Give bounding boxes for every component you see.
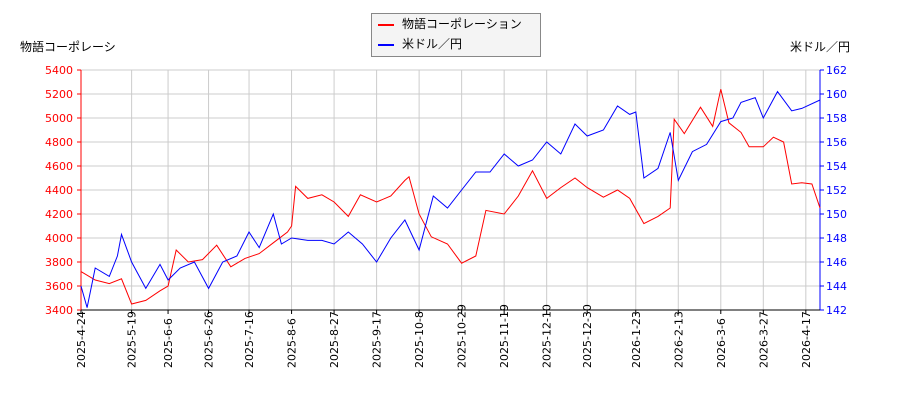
x-tick-label: 2025-11-19	[498, 304, 511, 368]
left-tick-label: 4200	[45, 208, 73, 221]
right-tick-label: 160	[826, 88, 847, 101]
right-tick-label: 152	[826, 184, 847, 197]
x-tick-label: 2025-6-26	[203, 311, 216, 368]
right-tick-label: 144	[826, 280, 847, 293]
left-tick-label: 4800	[45, 136, 73, 149]
x-tick-label: 2025-12-10	[541, 304, 554, 368]
legend-item: 米ドル／円	[372, 34, 540, 54]
series-line	[80, 89, 821, 305]
left-tick-label: 3600	[45, 280, 73, 293]
x-tick-label: 2025-7-16	[243, 311, 256, 368]
right-axis-label: 米ドル／円	[789, 40, 850, 54]
right-tick-label: 148	[826, 232, 847, 245]
x-tick-label: 2026-3-27	[757, 311, 770, 368]
x-tick-label: 2026-4-17	[800, 311, 813, 368]
right-tick-label: 142	[826, 304, 847, 317]
legend-swatch	[378, 23, 394, 26]
left-tick-label: 5200	[45, 88, 73, 101]
x-tick-label: 2025-5-19	[126, 311, 139, 368]
x-tick-label: 2026-3-6	[715, 318, 728, 368]
right-tick-label: 146	[826, 256, 847, 269]
right-tick-label: 158	[826, 112, 847, 125]
x-tick-label: 2025-8-27	[328, 311, 341, 368]
right-tick-label: 156	[826, 136, 847, 149]
x-tick-label: 2025-10-8	[413, 311, 426, 368]
left-tick-label: 3400	[45, 304, 73, 317]
x-tick-label: 2026-1-23	[630, 311, 643, 368]
x-tick-label: 2025-8-6	[286, 318, 299, 368]
x-tick-label: 2025-10-29	[456, 304, 469, 368]
left-axis-label: 物語コーポレーシ	[20, 40, 116, 54]
legend-item: 物語コーポレーション	[372, 14, 540, 34]
right-tick-label: 150	[826, 208, 847, 221]
x-tick-label: 2026-2-13	[672, 311, 685, 368]
x-tick-label: 2025-12-30	[581, 304, 594, 368]
x-tick-label: 2025-9-17	[371, 311, 384, 368]
legend-label: 米ドル／円	[402, 37, 463, 51]
left-tick-label: 5400	[45, 64, 73, 77]
x-tick-label: 2025-4-24	[75, 311, 88, 368]
left-tick-label: 4400	[45, 184, 73, 197]
right-tick-label: 154	[826, 160, 847, 173]
legend-label: 物語コーポレーション	[402, 17, 522, 31]
left-tick-label: 4000	[45, 232, 73, 245]
right-tick-label: 162	[826, 64, 847, 77]
left-tick-label: 4600	[45, 160, 73, 173]
left-tick-label: 3800	[45, 256, 73, 269]
legend: 物語コーポレーション 米ドル／円	[371, 13, 541, 57]
x-tick-label: 2025-6-6	[162, 318, 175, 368]
series-line	[80, 90, 821, 308]
legend-swatch	[378, 43, 394, 46]
left-tick-label: 5000	[45, 112, 73, 125]
